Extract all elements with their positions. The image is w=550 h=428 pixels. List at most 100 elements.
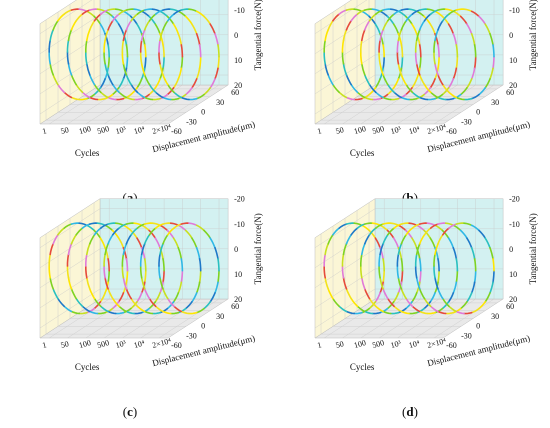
force-tick-label: 10 bbox=[234, 270, 242, 279]
loop-segment bbox=[379, 276, 384, 290]
hysteresis-loop bbox=[158, 8, 220, 101]
loop-segment bbox=[375, 305, 384, 313]
loop-segment bbox=[375, 9, 384, 15]
loop-segment bbox=[400, 55, 404, 70]
loop-segment bbox=[382, 44, 385, 58]
loop-segment bbox=[363, 96, 374, 101]
loop-segment bbox=[363, 222, 374, 225]
loop-segment bbox=[455, 55, 459, 70]
cycle-tick-label: 10⁴ bbox=[408, 124, 421, 136]
cycle-tick-label: 2×10⁴ bbox=[151, 122, 172, 136]
loop-segment bbox=[48, 265, 52, 279]
loop-segment bbox=[368, 297, 377, 308]
force-tick-label: -20 bbox=[509, 195, 520, 204]
loop-segment bbox=[368, 229, 377, 239]
loop-segment bbox=[125, 19, 132, 31]
loop-segment bbox=[484, 78, 491, 89]
grid-line bbox=[378, 0, 440, 125]
force-tick-label: 20 bbox=[509, 81, 517, 90]
loop-segment bbox=[415, 242, 421, 256]
loop-segment bbox=[70, 288, 77, 300]
loop-segment bbox=[361, 62, 366, 76]
loop-segment bbox=[130, 297, 139, 308]
loop-segment bbox=[466, 78, 473, 89]
cycle-tick-label: 10⁴ bbox=[408, 338, 421, 350]
loop-segment bbox=[345, 233, 352, 245]
grid-line bbox=[140, 0, 201, 125]
loop-segment bbox=[214, 246, 219, 260]
loop-segment bbox=[81, 9, 91, 15]
loop-segment bbox=[118, 9, 128, 15]
loop-segment bbox=[379, 62, 384, 76]
loop-segment bbox=[378, 51, 381, 65]
loop-segment bbox=[125, 44, 129, 58]
loop-segment bbox=[159, 242, 164, 256]
grid-line bbox=[314, 268, 504, 309]
loop-segment bbox=[379, 10, 389, 18]
force-tick-label: -10 bbox=[509, 6, 520, 15]
loop-segment bbox=[442, 83, 450, 94]
loop-segment bbox=[125, 269, 129, 284]
loop-segment bbox=[353, 97, 363, 101]
loop-segment bbox=[81, 305, 91, 313]
loop-segment bbox=[154, 223, 164, 229]
loop-segment bbox=[470, 246, 476, 260]
loop-segment bbox=[49, 62, 55, 76]
loop-segment bbox=[159, 28, 164, 42]
loop-segment bbox=[130, 13, 139, 22]
loop-segment bbox=[75, 83, 84, 94]
loop-segment bbox=[133, 8, 143, 13]
cycle-tick-label: 100 bbox=[78, 338, 92, 350]
loop-segment bbox=[107, 8, 117, 11]
force-tick-label: -10 bbox=[509, 220, 520, 229]
loop-segment bbox=[125, 258, 129, 272]
loop-segment bbox=[122, 276, 128, 290]
cycle-tick-label: 10⁴ bbox=[133, 124, 146, 136]
loop-segment bbox=[324, 276, 330, 290]
loop-segment bbox=[386, 229, 395, 239]
loop-segment bbox=[93, 87, 102, 96]
loop-segment bbox=[393, 223, 403, 229]
loop-segment bbox=[104, 276, 109, 290]
loop-segment bbox=[418, 222, 429, 225]
loop-segment bbox=[478, 301, 486, 310]
loop-segment bbox=[180, 222, 190, 225]
loop-segment bbox=[332, 227, 340, 236]
loop-segment bbox=[63, 91, 73, 99]
chart-frame bbox=[314, 0, 504, 125]
displacement-tick-label: 0 bbox=[476, 322, 480, 331]
loop-segment bbox=[52, 288, 59, 300]
loop-segment bbox=[444, 311, 455, 315]
loop-segment bbox=[162, 222, 172, 225]
loop-segment bbox=[434, 224, 444, 232]
z-axis-title: Tangential force(N) bbox=[253, 213, 263, 284]
loop-segment bbox=[386, 301, 395, 310]
loop-segment bbox=[426, 8, 436, 13]
loop-segment bbox=[378, 39, 381, 53]
grid-line bbox=[85, 0, 147, 125]
loop-segment bbox=[154, 91, 164, 99]
loop-segment bbox=[111, 15, 120, 25]
loop-segment bbox=[447, 292, 455, 303]
loop-segment bbox=[378, 265, 381, 279]
loop-segment bbox=[390, 8, 400, 13]
loop-segment bbox=[57, 13, 65, 22]
grid-line bbox=[360, 198, 422, 339]
loop-segment bbox=[209, 292, 216, 303]
loop-segment bbox=[89, 19, 96, 31]
loop-segment bbox=[386, 87, 395, 96]
grid bbox=[39, 0, 229, 125]
loop-segment bbox=[88, 310, 99, 315]
force-tick-label: 10 bbox=[509, 270, 517, 279]
loop-segment bbox=[405, 87, 413, 96]
displacement-tick-label: -60 bbox=[446, 341, 457, 350]
loop-segment bbox=[217, 44, 220, 58]
loop-segment bbox=[405, 15, 413, 25]
loop-segment bbox=[195, 246, 201, 260]
grid-line bbox=[67, 198, 128, 339]
loop-segment bbox=[393, 9, 403, 15]
loop-segment bbox=[151, 97, 161, 101]
loop-segment bbox=[67, 62, 73, 76]
caption-b: (b) bbox=[402, 190, 418, 205]
loop-segment bbox=[382, 222, 392, 225]
